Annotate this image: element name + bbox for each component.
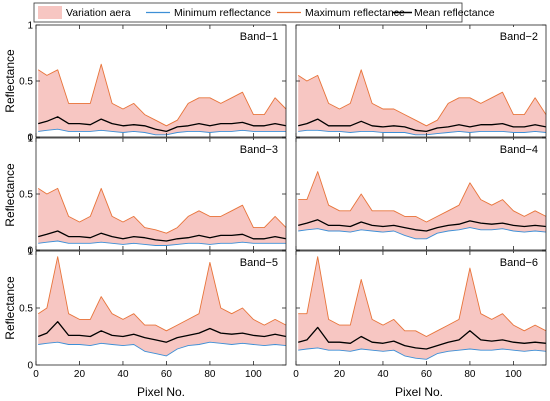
band-title-bg <box>488 27 544 45</box>
y-tick-label: 0 <box>27 246 33 257</box>
x-tick-label: 60 <box>421 369 433 380</box>
y-axis-label-row-3: Reflectance <box>3 276 17 340</box>
series-mean-line <box>298 118 547 133</box>
x-tick-label: 0 <box>33 369 39 380</box>
series-minimum-line <box>38 128 286 136</box>
series-maximum-line <box>297 69 547 127</box>
x-axis-label-left: Pixel No. <box>137 385 185 399</box>
series-mean-line <box>38 230 287 242</box>
x-tick-label: 80 <box>464 369 476 380</box>
variation-area <box>38 188 287 246</box>
series-mean-line <box>38 116 287 133</box>
y-tick-label: 1 <box>27 21 33 32</box>
series-maximum-line <box>37 256 287 332</box>
legend: Variation aera Minimum reflectance Maxim… <box>33 2 495 23</box>
y-tick-label: 0 <box>27 361 33 372</box>
band-title-bg <box>488 253 544 271</box>
band-title: Band−3 <box>240 144 278 156</box>
x-tick-label: 20 <box>74 369 86 380</box>
x-tick-label: 80 <box>204 369 216 380</box>
series-maximum-line <box>37 63 287 127</box>
y-tick-label: 0.5 <box>19 304 33 315</box>
legend-label-variation-area: Variation aera <box>66 7 131 19</box>
band-title: Band−4 <box>500 144 538 156</box>
x-tick-label: 100 <box>505 369 522 380</box>
series-minimum-line <box>38 341 287 357</box>
series-minimum-line <box>298 227 547 240</box>
series-mean-line <box>298 326 547 350</box>
legend-label-mean: Mean reflectance <box>414 7 495 19</box>
y-tick-label: 0 <box>27 133 33 144</box>
panel-6: 0 20 40 60 80 100 Band−6 <box>293 250 547 380</box>
panel-1: 0 0.5 1 Band−1 <box>19 21 287 144</box>
legend-swatch-variation-area <box>38 6 62 19</box>
series-maximum-line <box>298 171 547 223</box>
variation-area <box>298 256 546 360</box>
series-maximum-line <box>298 256 547 337</box>
band-title-bg <box>228 140 284 158</box>
variation-area <box>298 69 546 135</box>
panel-3: 0 0.5 1 Band−3 <box>19 134 287 257</box>
x-tick-label: 0 <box>293 369 299 380</box>
band-title-bg <box>228 27 284 45</box>
band-title: Band−2 <box>500 31 538 43</box>
legend-label-minimum: Minimum reflectance <box>174 7 271 19</box>
series-minimum-line <box>298 129 547 136</box>
band-title: Band−5 <box>240 257 278 269</box>
panel-4: Band−4 <box>295 137 547 251</box>
x-axis-label-right: Pixel No. <box>395 385 443 399</box>
series-maximum-line <box>37 187 287 234</box>
x-tick-label: 20 <box>334 369 346 380</box>
x-tick-label: 40 <box>377 369 389 380</box>
series-minimum-line <box>298 347 547 360</box>
y-tick-label: 1 <box>27 247 33 258</box>
y-axis-label-row-2: Reflectance <box>3 163 17 227</box>
variation-area <box>38 64 287 135</box>
x-tick-label: 60 <box>161 369 173 380</box>
series-minimum-line <box>38 240 286 246</box>
y-tick-label: 0.5 <box>19 190 33 201</box>
legend-frame <box>33 2 463 23</box>
y-axis-label-row-1: Reflectance <box>3 49 17 113</box>
x-tick-label: 40 <box>117 369 129 380</box>
band-title-bg <box>228 253 284 271</box>
band-title-bg <box>488 140 544 158</box>
series-mean-line <box>37 321 287 343</box>
panel-2: Band−2 <box>295 24 547 138</box>
legend-label-maximum: Maximum reflectance <box>305 7 405 19</box>
y-tick-label: 0.5 <box>19 77 33 88</box>
series-mean-line <box>298 219 547 232</box>
band-title: Band−6 <box>500 257 538 269</box>
band-title: Band−1 <box>240 31 278 43</box>
y-tick-label: 1 <box>27 134 33 145</box>
x-tick-label: 100 <box>245 369 262 380</box>
